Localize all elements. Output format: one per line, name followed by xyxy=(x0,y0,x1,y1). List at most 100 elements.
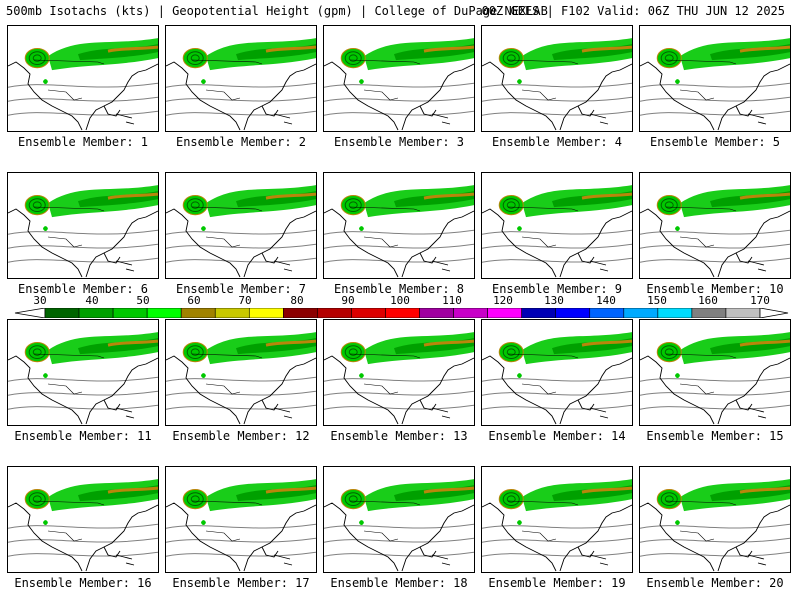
isotach-blob xyxy=(517,226,522,231)
ensemble-member-label: Ensemble Member: 14 xyxy=(488,429,626,443)
height-contour xyxy=(8,82,158,88)
ensemble-member-label: Ensemble Member: 12 xyxy=(172,429,310,443)
ensemble-map-14 xyxy=(482,332,632,425)
jet-core xyxy=(581,486,632,494)
jet-core xyxy=(423,486,474,494)
header-valid-time: 00Z GEFS | F102 Valid: 06Z THU JUN 12 20… xyxy=(481,4,785,18)
ensemble-panel-18 xyxy=(323,466,475,573)
ensemble-map-20 xyxy=(640,479,790,572)
ensemble-member-label: Ensemble Member: 2 xyxy=(175,135,307,149)
ensemble-member-label: Ensemble Member: 3 xyxy=(333,135,465,149)
upper-low-contour xyxy=(660,198,678,213)
height-contour xyxy=(166,82,316,88)
colorbar-swatch xyxy=(112,308,148,318)
political-border xyxy=(191,59,263,101)
colorbar-swatch xyxy=(725,308,761,318)
coastline xyxy=(640,61,790,131)
upper-low-contour xyxy=(348,348,358,356)
upper-low-contour xyxy=(28,345,46,360)
height-contour xyxy=(482,257,632,263)
political-border xyxy=(33,59,105,101)
colorbar-swatch xyxy=(351,308,386,318)
political-border xyxy=(349,500,421,542)
coastline xyxy=(166,502,316,572)
upper-low-contour xyxy=(344,51,362,66)
colorbar-tick-label: 40 xyxy=(85,294,99,307)
height-contour xyxy=(324,96,474,102)
height-contour xyxy=(640,243,790,249)
political-border xyxy=(191,206,263,248)
height-contour xyxy=(166,376,316,382)
height-contour xyxy=(166,243,316,249)
height-contour xyxy=(324,229,474,235)
political-border xyxy=(665,206,737,248)
height-contour xyxy=(166,96,316,102)
coastline xyxy=(324,208,474,278)
colorbar-tick-label: 30 xyxy=(33,294,47,307)
colorbar-swatch xyxy=(657,308,693,318)
isotach-colorbar: 30 40 50 60 70 80 90 100 110 120 130 140 150 160 170 xyxy=(0,294,800,320)
height-contour xyxy=(640,390,790,396)
ensemble-map-17 xyxy=(166,479,316,572)
caribbean-islands xyxy=(431,113,451,125)
jet-core xyxy=(265,192,316,200)
upper-low-contour xyxy=(502,51,520,66)
political-border xyxy=(33,353,105,395)
ensemble-map-19 xyxy=(482,479,632,572)
height-contour xyxy=(8,404,158,410)
upper-low-contour xyxy=(32,348,42,356)
isotach-blob xyxy=(201,520,206,525)
ensemble-map-13 xyxy=(324,332,474,425)
height-contour xyxy=(324,390,474,396)
height-contour xyxy=(8,243,158,249)
upper-low-contour xyxy=(506,201,516,209)
upper-low-contour xyxy=(506,348,516,356)
isotach-blob xyxy=(201,226,206,231)
ensemble-map-11 xyxy=(8,332,158,425)
political-border xyxy=(349,59,421,101)
caribbean-islands xyxy=(431,260,451,272)
jet-core xyxy=(265,339,316,347)
height-contour xyxy=(8,96,158,102)
upper-low-contour xyxy=(186,492,204,507)
height-contour xyxy=(640,110,790,116)
height-contour xyxy=(640,523,790,529)
colorbar-tick-label: 120 xyxy=(493,294,513,307)
jet-core xyxy=(107,192,158,200)
isotach-blob xyxy=(359,79,364,84)
political-border xyxy=(191,353,263,395)
isotach-blob xyxy=(517,520,522,525)
colorbar-swatch xyxy=(283,308,318,318)
coastline xyxy=(640,208,790,278)
coastline xyxy=(640,502,790,572)
ensemble-map-7 xyxy=(166,185,316,278)
height-contour xyxy=(8,376,158,382)
coastline xyxy=(482,208,632,278)
jet-core xyxy=(739,486,790,494)
political-border xyxy=(33,206,105,248)
jet-core xyxy=(423,192,474,200)
ensemble-panel-11 xyxy=(7,319,159,426)
height-contour xyxy=(166,404,316,410)
political-border xyxy=(33,500,105,542)
height-contour xyxy=(482,96,632,102)
caribbean-islands xyxy=(273,113,293,125)
ensemble-member-label: Ensemble Member: 11 xyxy=(14,429,152,443)
height-contour xyxy=(166,551,316,557)
caribbean-islands xyxy=(115,260,135,272)
ensemble-panel-19 xyxy=(481,466,633,573)
colorbar-tick-label: 140 xyxy=(596,294,616,307)
height-contour xyxy=(166,257,316,263)
isotach-blob xyxy=(517,79,522,84)
height-contour xyxy=(8,110,158,116)
isotach-blob xyxy=(43,520,48,525)
political-border xyxy=(665,500,737,542)
jet-core xyxy=(739,339,790,347)
upper-low-contour xyxy=(32,495,42,503)
jet-core xyxy=(423,339,474,347)
coastline xyxy=(166,208,316,278)
colorbar-tick-label: 90 xyxy=(341,294,355,307)
coastline xyxy=(8,502,158,572)
caribbean-islands xyxy=(273,260,293,272)
coastline xyxy=(8,61,158,131)
